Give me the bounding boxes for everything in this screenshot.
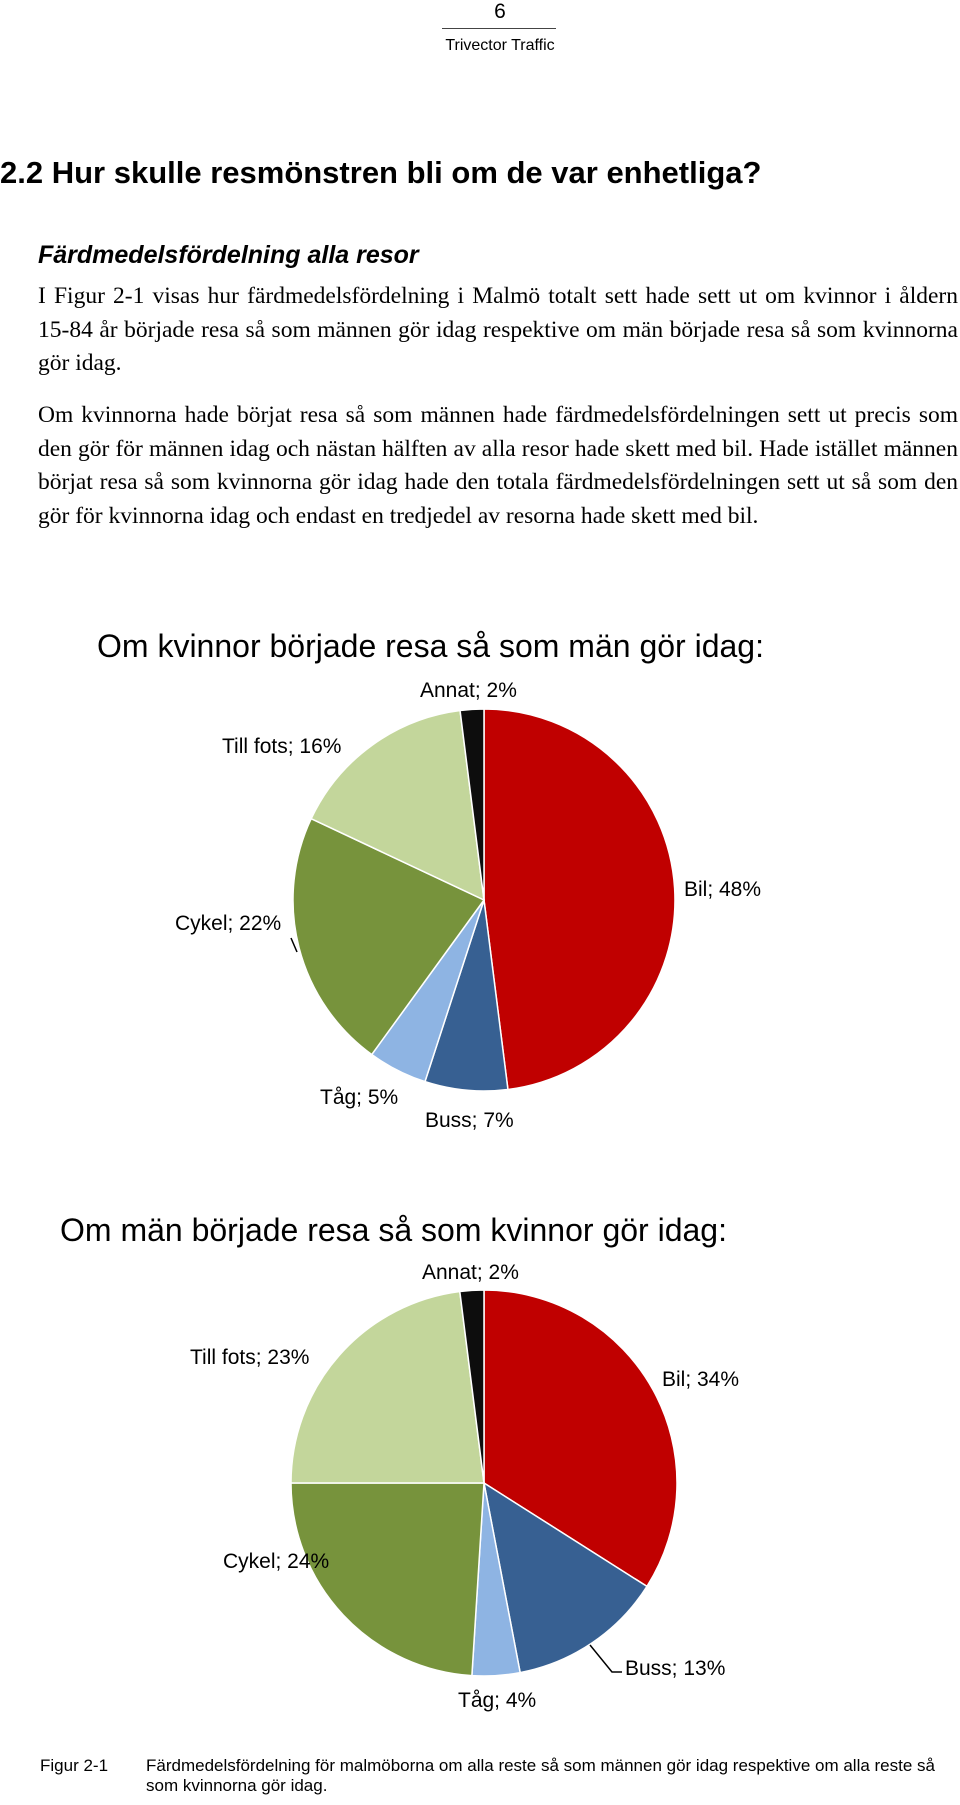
page-number: 6 (494, 0, 506, 23)
chart-2-slice-cykel (290, 1482, 485, 1677)
chart-1-slice-till-fots (310, 709, 485, 902)
body-paragraph-1: I Figur 2-1 visas hur färdmedelsfördelni… (38, 283, 958, 376)
chart-1-title: Om kvinnor började resa så som män gör i… (97, 628, 764, 664)
chart-2-slice-buss (482, 1481, 648, 1674)
body-paragraph-2: Om kvinnorna hade börjat resa så som män… (38, 402, 958, 529)
chart-2-slice-bil (483, 1289, 678, 1588)
chart-2-label-annat: Annat; 2% (422, 1261, 519, 1284)
chart-2-label-till-fots: Till fots; 23% (190, 1346, 309, 1369)
chart-2-slice-annat (458, 1289, 485, 1484)
chart-2-label-bil: Bil; 34% (662, 1368, 739, 1391)
figure-caption: Färdmedelsfördelning för malmöborna om a… (146, 1756, 935, 1795)
chart-2-label-buss: Buss; 13% (625, 1657, 725, 1680)
chart-2-title: Om män började resa så som kvinnor gör i… (60, 1212, 727, 1248)
chart-2-label-tag: Tåg; 4% (458, 1689, 536, 1712)
sub-heading: Färdmedelsfördelning alla resor (38, 241, 419, 269)
chart-1-label-bil: Bil; 48% (684, 878, 761, 901)
chart-1-leader-line-1 (290, 937, 298, 953)
figure-label: Figur 2-1 (40, 1756, 109, 1775)
header-divider (442, 28, 556, 29)
chart-1-label-annat: Annat; 2% (420, 679, 517, 702)
chart-1-slice-bil (483, 708, 676, 1091)
chart-1-label-cykel: Cykel; 22% (175, 912, 281, 935)
chart-2-slice-till-fots (290, 1290, 485, 1484)
header-organization: Trivector Traffic (445, 37, 555, 54)
chart-2-leader-line-1 (589, 1644, 622, 1673)
chart-1-slice-annat (459, 708, 485, 901)
chart-1-label-buss: Buss; 7% (425, 1109, 514, 1132)
chart-2-label-cykel: Cykel; 24% (223, 1550, 329, 1573)
section-heading: 2.2 Hur skulle resmönstren bli om de var… (0, 155, 762, 190)
chart-1-label-till-fots: Till fots; 16% (222, 735, 341, 758)
chart-1-label-tag: Tåg; 5% (320, 1086, 398, 1109)
